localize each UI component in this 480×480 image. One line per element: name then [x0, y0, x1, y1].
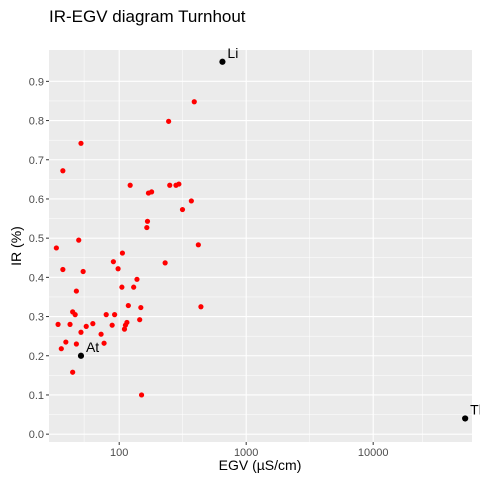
data-point: [144, 218, 151, 224]
data-point: [101, 340, 107, 346]
data-point: [73, 341, 79, 347]
data-point: [119, 250, 126, 256]
data-point: [78, 140, 84, 146]
reference-point: [77, 352, 85, 359]
data-point: [83, 323, 89, 329]
data-point: [138, 304, 144, 311]
point-label: At: [86, 339, 99, 355]
data-point: [166, 118, 172, 124]
data-point: [53, 245, 59, 251]
data-point: [127, 182, 133, 188]
data-point: [195, 242, 201, 248]
data-point: [144, 224, 150, 231]
y-tick-label: 0.0: [29, 429, 44, 441]
data-point: [198, 304, 204, 310]
data-point: [188, 198, 194, 204]
data-point: [67, 321, 73, 327]
data-points: [53, 58, 469, 422]
data-point: [179, 206, 186, 213]
data-point: [149, 189, 155, 195]
reference-point: [219, 58, 226, 65]
x-axis-title: EGV (µS/cm): [219, 457, 302, 473]
data-point: [134, 276, 140, 282]
minor-grid: [49, 50, 472, 442]
x-tick-label: 100: [110, 447, 128, 459]
data-point: [109, 322, 115, 328]
y-tick-label: 0.2: [29, 351, 44, 363]
y-tick-label: 0.1: [29, 390, 44, 402]
y-axis-title: IR (%): [8, 226, 24, 266]
x-tick-label: 1000: [234, 447, 258, 459]
y-tick-label: 0.3: [29, 312, 44, 324]
data-point: [90, 321, 96, 327]
y-tick-label: 0.4: [29, 272, 44, 284]
y-tick-label: 0.9: [29, 76, 44, 88]
data-point: [55, 321, 61, 327]
data-point: [137, 317, 143, 323]
data-point: [72, 312, 78, 318]
data-point: [76, 237, 82, 243]
data-point: [112, 312, 118, 318]
data-point: [63, 339, 69, 345]
major-grid: [49, 50, 472, 442]
data-point: [80, 268, 86, 275]
y-tick-label: 0.6: [29, 194, 44, 206]
y-tick-label: 0.5: [29, 233, 44, 245]
chart-title: IR-EGV diagram Turnhout: [49, 7, 246, 26]
data-point: [98, 331, 104, 337]
data-point: [70, 369, 76, 375]
x-axis: 100 1000 10000: [110, 442, 388, 459]
y-tick-label: 0.7: [29, 155, 44, 167]
data-point: [103, 312, 109, 318]
data-point: [124, 319, 130, 326]
data-point: [60, 168, 66, 174]
data-point: [78, 329, 84, 335]
point-label: Th: [470, 401, 480, 417]
data-point: [121, 326, 128, 332]
data-point: [60, 266, 66, 273]
data-point: [162, 260, 168, 266]
y-axis: 0.0 0.1 0.2 0.3 0.4 0.5 0.6 0.7 0.8 0.9: [29, 76, 49, 441]
data-point: [138, 392, 145, 398]
plot-panel: [49, 50, 472, 442]
point-labels: At Li Th: [86, 45, 480, 418]
data-point: [110, 259, 116, 265]
data-point: [176, 181, 182, 187]
data-point: [58, 346, 64, 352]
data-point: [119, 284, 125, 290]
data-point: [167, 182, 173, 188]
data-point: [131, 284, 137, 290]
reference-point: [462, 415, 469, 422]
x-tick-label: 10000: [358, 447, 389, 459]
data-point: [115, 266, 121, 272]
data-point: [125, 302, 131, 309]
data-point: [73, 288, 79, 294]
point-label: Li: [227, 45, 238, 61]
data-point: [191, 99, 197, 105]
y-tick-label: 0.8: [29, 116, 44, 128]
